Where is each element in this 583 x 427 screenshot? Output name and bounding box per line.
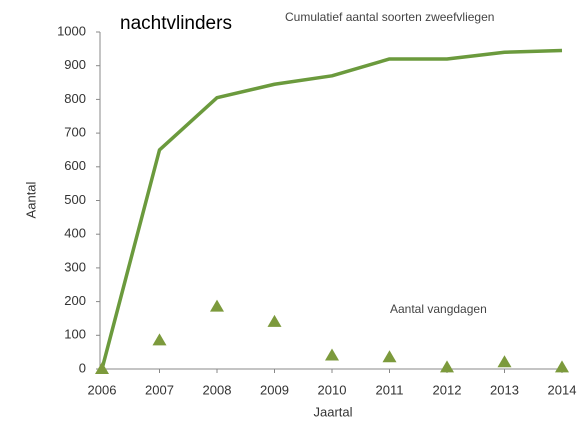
series-label: Cumulatief aantal soorten zweefvliegen xyxy=(285,10,494,24)
x-tick-label: 2013 xyxy=(490,382,519,397)
series-label: Aantal vangdagen xyxy=(390,302,487,316)
y-tick-label: 800 xyxy=(64,91,86,106)
y-tick-label: 1000 xyxy=(57,23,86,38)
x-tick-label: 2008 xyxy=(203,382,232,397)
x-tick-label: 2007 xyxy=(145,382,174,397)
y-tick-label: 600 xyxy=(64,158,86,173)
y-tick-label: 300 xyxy=(64,259,86,274)
x-tick-label: 2014 xyxy=(548,382,577,397)
x-tick-label: 2009 xyxy=(260,382,289,397)
x-tick-label: 2012 xyxy=(433,382,462,397)
triangle-marker xyxy=(325,348,339,361)
triangle-marker xyxy=(440,360,454,373)
x-tick-label: 2010 xyxy=(318,382,347,397)
y-tick-label: 0 xyxy=(79,360,86,375)
y-axis-label: Aantal xyxy=(23,181,38,218)
y-tick-label: 700 xyxy=(64,125,86,140)
series-line xyxy=(100,48,563,370)
x-tick-label: 2006 xyxy=(88,382,117,397)
y-tick-label: 400 xyxy=(64,226,86,241)
y-tick-label: 500 xyxy=(64,192,86,207)
y-tick-label: 100 xyxy=(64,327,86,342)
x-axis-label: Jaartal xyxy=(313,404,352,419)
triangle-marker xyxy=(95,362,109,374)
triangle-marker xyxy=(267,314,282,327)
chart-title: nachtvlinders xyxy=(120,13,232,34)
triangle-marker xyxy=(210,299,224,312)
triangle-marker xyxy=(555,360,569,373)
x-tick-label: 2011 xyxy=(376,382,404,397)
triangle-marker xyxy=(152,333,167,346)
triangle-marker xyxy=(382,350,397,363)
triangle-marker xyxy=(497,355,512,368)
y-tick-label: 200 xyxy=(64,293,86,308)
y-tick-label: 900 xyxy=(64,57,86,72)
